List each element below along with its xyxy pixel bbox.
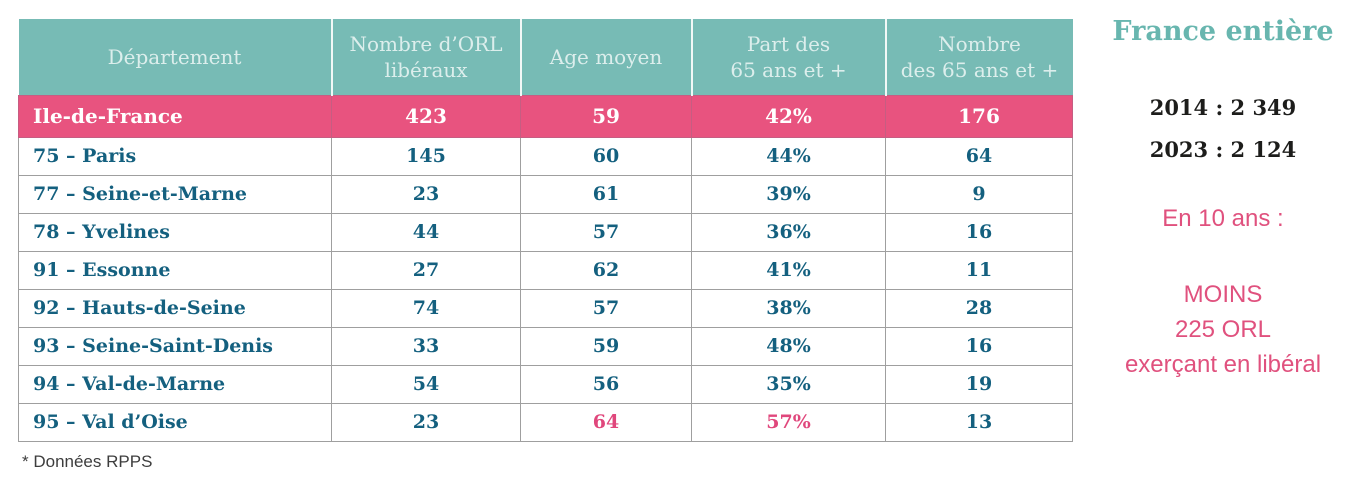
cell-departement: 75 – Paris	[18, 136, 332, 176]
row-75-paris: 75 – Paris 145 60 44% 64	[18, 136, 1073, 176]
col-header-label: Nombre d’ORL	[349, 31, 503, 56]
cell-part-65: 42%	[691, 94, 886, 138]
france-entiere-panel: France entière 2014 : 2 349 2023 : 2 124…	[1080, 0, 1366, 477]
decline-highlight: MOINS 225 ORL exerçant en libéral	[1080, 277, 1366, 382]
col-header-nombre-65: Nombre des 65 ans et +	[884, 19, 1073, 95]
stat-2014: 2014 : 2 349	[1149, 95, 1297, 120]
cell-age-moyen-emphasized: 64	[520, 402, 692, 442]
row-93-seine-saint-denis: 93 – Seine-Saint-Denis 33 59 48% 16	[18, 326, 1073, 366]
cell-age-moyen: 57	[520, 212, 692, 252]
cell-departement: 93 – Seine-Saint-Denis	[18, 326, 332, 366]
cell-nombre-orl: 54	[331, 364, 521, 404]
cell-nombre-65: 9	[885, 174, 1073, 214]
cell-age-moyen: 62	[520, 250, 692, 290]
cell-departement: 77 – Seine-et-Marne	[18, 174, 332, 214]
cell-age-moyen: 57	[520, 288, 692, 328]
cell-nombre-65: 19	[885, 364, 1073, 404]
decline-line-2: 225 ORL	[1174, 316, 1272, 343]
col-header-label: Part des	[746, 31, 831, 56]
cell-part-65: 39%	[691, 174, 886, 214]
cell-nombre-65: 13	[885, 402, 1073, 442]
cell-part-65: 35%	[691, 364, 886, 404]
cell-part-65: 41%	[691, 250, 886, 290]
cell-nombre-orl: 33	[331, 326, 521, 366]
cell-age-moyen: 59	[520, 326, 692, 366]
row-95-val-d-oise: 95 – Val d’Oise 23 64 57% 13	[18, 402, 1073, 442]
panel-title: France entière	[1112, 16, 1334, 47]
cell-departement: 95 – Val d’Oise	[18, 402, 332, 442]
col-header-label: Nombre	[938, 31, 1021, 56]
row-91-essonne: 91 – Essonne 27 62 41% 11	[18, 250, 1073, 290]
cell-part-65: 38%	[691, 288, 886, 328]
cell-age-moyen: 59	[520, 94, 692, 138]
orl-departments-table: Département Nombre d’ORL libéraux Age moy…	[18, 19, 1073, 442]
cell-nombre-orl: 44	[331, 212, 521, 252]
period-label: En 10 ans :	[1162, 205, 1284, 232]
cell-part-65: 44%	[691, 136, 886, 176]
decline-line-1: MOINS	[1183, 281, 1263, 308]
table-header-row: Département Nombre d’ORL libéraux Age moy…	[18, 19, 1073, 95]
cell-nombre-orl: 23	[331, 402, 521, 442]
cell-departement: 91 – Essonne	[18, 250, 332, 290]
row-92-hauts-de-seine: 92 – Hauts-de-Seine 74 57 38% 28	[18, 288, 1073, 328]
cell-nombre-65: 64	[885, 136, 1073, 176]
row-78-yvelines: 78 – Yvelines 44 57 36% 16	[18, 212, 1073, 252]
cell-part-65: 36%	[691, 212, 886, 252]
cell-part-65: 48%	[691, 326, 886, 366]
row-ile-de-france-total: Ile-de-France 423 59 42% 176	[18, 94, 1073, 138]
stat-2023: 2023 : 2 124	[1149, 137, 1297, 162]
cell-age-moyen: 60	[520, 136, 692, 176]
cell-departement: 92 – Hauts-de-Seine	[18, 288, 332, 328]
footnote-donnees-rpps: * Données RPPS	[22, 452, 153, 471]
col-header-nombre-orl: Nombre d’ORL libéraux	[330, 19, 521, 95]
col-header-departement: Département	[18, 19, 332, 95]
cell-departement: 78 – Yvelines	[18, 212, 332, 252]
cell-part-65-emphasized: 57%	[691, 402, 886, 442]
cell-nombre-65: 16	[885, 212, 1073, 252]
decline-line-3: exerçant en libéral	[1124, 351, 1322, 378]
col-header-part-65: Part des 65 ans et +	[690, 19, 886, 95]
cell-departement: Ile-de-France	[18, 94, 332, 138]
cell-nombre-65: 176	[885, 94, 1073, 138]
row-77-seine-et-marne: 77 – Seine-et-Marne 23 61 39% 9	[18, 174, 1073, 214]
cell-nombre-orl: 423	[331, 94, 521, 138]
cell-nombre-65: 11	[885, 250, 1073, 290]
cell-nombre-orl: 23	[331, 174, 521, 214]
cell-nombre-orl: 27	[331, 250, 521, 290]
cell-age-moyen: 61	[520, 174, 692, 214]
cell-nombre-65: 28	[885, 288, 1073, 328]
col-header-age-moyen: Age moyen	[519, 19, 692, 95]
col-header-label: Age moyen	[549, 44, 663, 69]
cell-departement: 94 – Val-de-Marne	[18, 364, 332, 404]
row-94-val-de-marne: 94 – Val-de-Marne 54 56 35% 19	[18, 364, 1073, 404]
cell-nombre-orl: 145	[331, 136, 521, 176]
cell-nombre-orl: 74	[331, 288, 521, 328]
col-header-label: Département	[107, 44, 242, 69]
cell-age-moyen: 56	[520, 364, 692, 404]
cell-nombre-65: 16	[885, 326, 1073, 366]
